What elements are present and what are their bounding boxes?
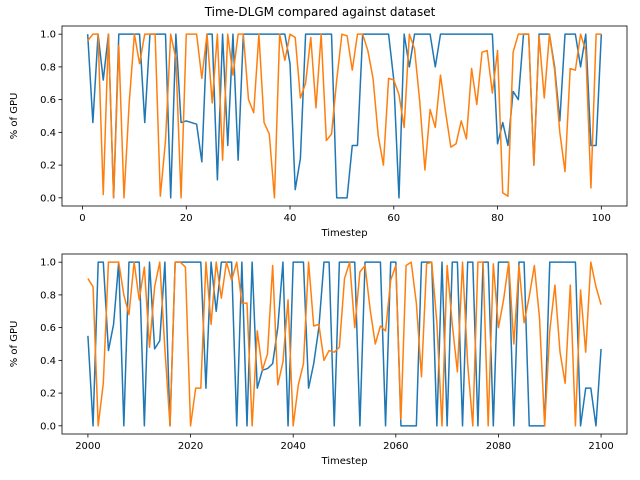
y-axis-label: % of GPU <box>9 321 20 368</box>
y-axis-label: % of GPU <box>9 93 20 140</box>
axes-frame <box>61 253 628 435</box>
x-tick-label: 60 <box>387 213 400 224</box>
series-line-2 <box>87 33 602 199</box>
x-tick-label: 2080 <box>486 441 511 452</box>
x-axis-label: Timestep <box>320 456 367 467</box>
top-line-chart: 0 20 40 60 80 100 0.0 0.2 0.4 0.6 0.8 1.0 Timestep % … <box>9 25 628 239</box>
y-tick-label: 0.2 <box>40 161 56 172</box>
x-tick-label: 2040 <box>280 441 305 452</box>
x-tick-label: 2020 <box>178 441 203 452</box>
series-line-2 <box>87 261 602 427</box>
x-tick-label: 2060 <box>383 441 408 452</box>
y-tick-label: 1.0 <box>40 30 56 41</box>
x-tick-label: 100 <box>592 213 611 224</box>
axes-frame <box>61 25 628 207</box>
y-tick-label: 0.6 <box>40 323 56 334</box>
y-tick-label: 1.0 <box>40 258 56 269</box>
y-tick-label: 0.8 <box>40 62 56 73</box>
y-tick-label: 0.8 <box>40 290 56 301</box>
y-tick-label: 0.4 <box>40 128 56 139</box>
y-tick-label: 0.2 <box>40 389 56 400</box>
x-tick-label: 40 <box>284 213 297 224</box>
bottom-line-chart: 2000 2020 2040 2060 2080 2100 0.0 0.2 0.4 0.6 0.8 1… <box>9 253 628 467</box>
y-tick-label: 0.0 <box>40 421 56 432</box>
x-tick-label: 2100 <box>588 441 613 452</box>
y-tick-label: 0.6 <box>40 95 56 106</box>
x-tick-label: 2000 <box>75 441 100 452</box>
x-tick-label: 0 <box>79 213 85 224</box>
y-tick-label: 0.0 <box>40 193 56 204</box>
x-tick-label: 20 <box>180 213 193 224</box>
x-axis-label: Timestep <box>320 228 367 239</box>
x-tick-label: 80 <box>491 213 504 224</box>
figure-title: Time-DLGM compared against dataset <box>204 5 436 19</box>
series-line-1 <box>86 33 603 199</box>
y-tick-label: 0.4 <box>40 356 56 367</box>
